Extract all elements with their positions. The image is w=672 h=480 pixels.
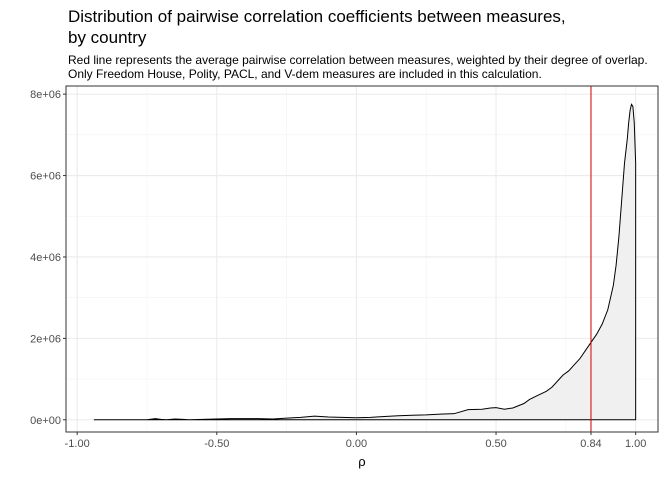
plot-frame xyxy=(65,85,659,433)
y-tick-label: 8e+06 xyxy=(30,89,61,101)
density-line xyxy=(93,103,637,421)
x-axis: -1.00 -0.50 0.00 0.50 0.84 1.00 xyxy=(65,432,646,450)
x-tick-label: 0.00 xyxy=(346,438,367,450)
density-area xyxy=(93,104,636,420)
y-axis: 0e+00 2e+06 4e+06 6e+06 8e+06 xyxy=(30,89,66,427)
y-tick-label: 0e+00 xyxy=(30,415,61,427)
density-layer xyxy=(93,103,637,421)
plot-border xyxy=(65,85,659,433)
x-tick-label: -0.50 xyxy=(204,438,229,450)
x-tick-label: -1.00 xyxy=(65,438,90,450)
chart-subtitle: Red line represents the average pairwise… xyxy=(68,53,648,81)
x-tick-label: 0.84 xyxy=(580,438,601,450)
x-tick-label: 1.00 xyxy=(625,438,646,450)
chart-title: Distribution of pairwise correlation coe… xyxy=(68,7,566,47)
y-tick-label: 2e+06 xyxy=(30,333,61,345)
y-tick-label: 4e+06 xyxy=(30,252,61,264)
x-axis-title: ρ xyxy=(358,454,365,469)
y-tick-label: 6e+06 xyxy=(30,171,61,183)
x-tick-label: 0.50 xyxy=(485,438,506,450)
